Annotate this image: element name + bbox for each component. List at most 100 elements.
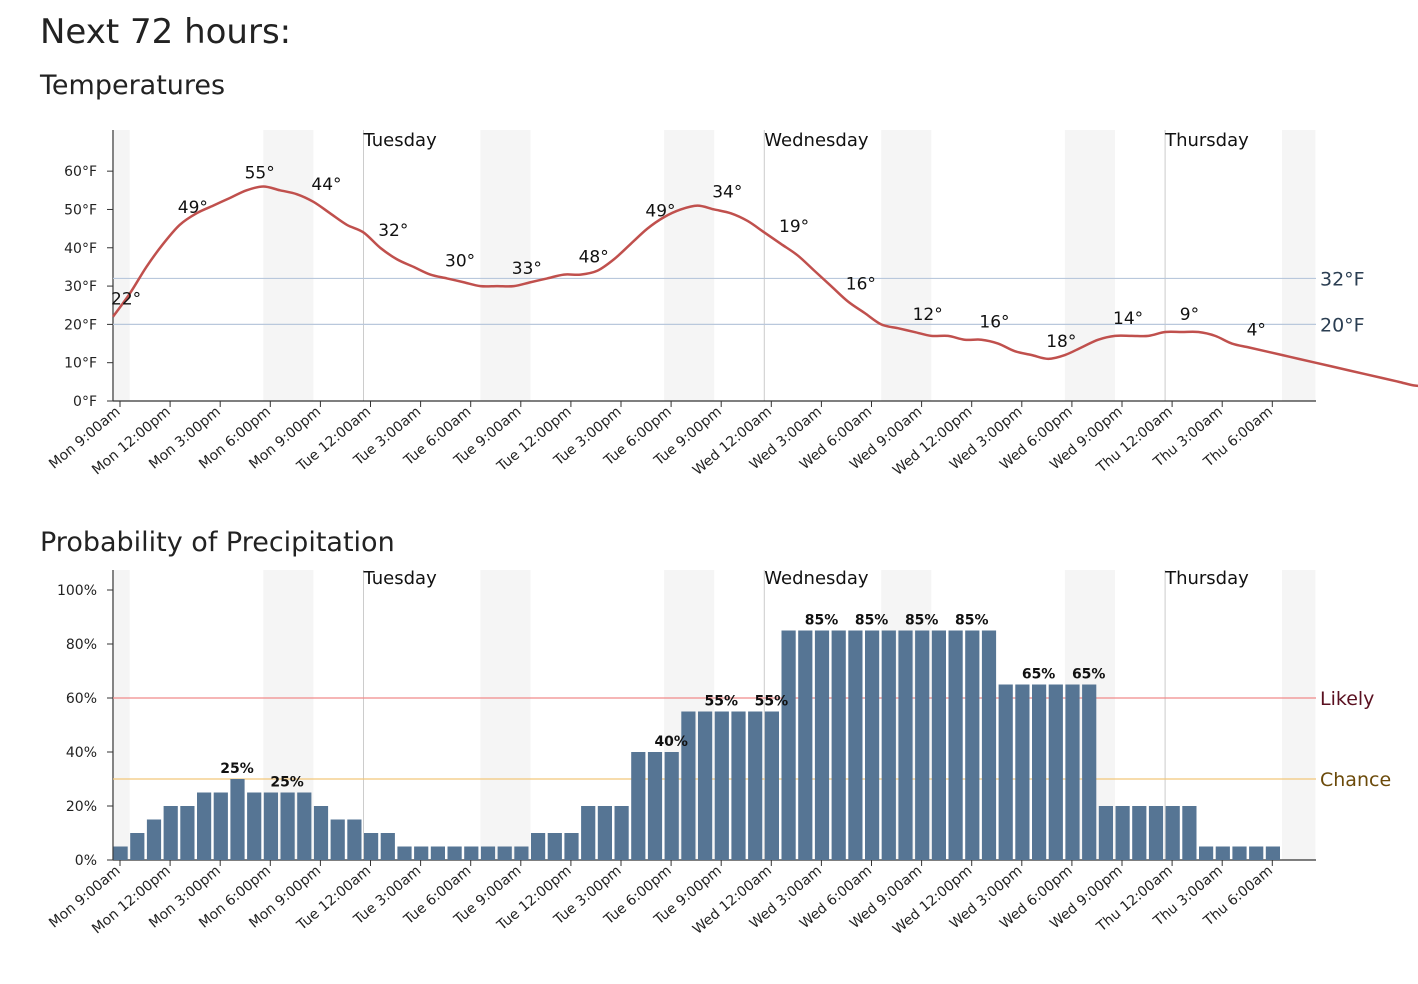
precip-bar bbox=[581, 806, 596, 860]
precip-bar bbox=[814, 630, 830, 860]
precip-bar bbox=[213, 792, 228, 860]
temperature-chart: Tuesday Wednesday Thursday 0°F 10°F 20°F 30°F 4… bbox=[46, 130, 1418, 479]
precip-bar bbox=[1082, 684, 1097, 860]
precip-bar bbox=[865, 630, 880, 860]
precip-bar bbox=[764, 711, 779, 860]
precip-bar bbox=[1032, 684, 1047, 860]
precip-bar bbox=[1232, 846, 1247, 860]
day-label: Thursday bbox=[1164, 570, 1249, 589]
reference-label: Likely bbox=[1320, 688, 1374, 710]
temperature-point-label: 49° bbox=[178, 198, 208, 218]
y-tick-label: 40% bbox=[66, 745, 97, 761]
precip-bar bbox=[714, 711, 729, 860]
precip-bar bbox=[1182, 806, 1197, 860]
precip-bar bbox=[280, 792, 295, 860]
temperature-point-label: 18° bbox=[1046, 332, 1076, 352]
precip-bar bbox=[397, 846, 412, 860]
temperatures-title: Temperatures bbox=[40, 70, 226, 101]
precip-bar bbox=[1165, 806, 1180, 860]
precip-bar bbox=[197, 792, 212, 860]
day-label: Wednesday bbox=[764, 130, 869, 151]
precip-bar bbox=[1065, 684, 1080, 860]
precip-bar-label: 85% bbox=[905, 613, 939, 629]
precip-bar bbox=[564, 833, 579, 860]
precip-bar-label: 55% bbox=[705, 694, 739, 710]
y-tick-label: 50°F bbox=[64, 202, 97, 218]
precip-bar bbox=[1015, 684, 1030, 860]
temperature-point-label: 55° bbox=[245, 163, 275, 183]
precip-bar bbox=[698, 711, 713, 860]
precip-bar bbox=[731, 711, 746, 860]
y-tick-label: 20°F bbox=[64, 317, 97, 333]
precip-bar bbox=[464, 846, 479, 860]
temperature-point-label: 12° bbox=[913, 305, 943, 325]
night-band bbox=[114, 130, 130, 401]
precip-bar bbox=[948, 630, 963, 860]
night-band bbox=[881, 130, 932, 401]
y-tick-label: 10°F bbox=[64, 356, 97, 372]
precip-bar bbox=[915, 630, 930, 860]
temperature-point-label: 44° bbox=[311, 175, 341, 195]
precip-bar bbox=[981, 630, 997, 860]
precip-bar bbox=[831, 630, 846, 860]
precip-bar bbox=[681, 711, 696, 860]
precip-bar bbox=[547, 833, 562, 860]
precip-bar bbox=[1265, 846, 1280, 860]
y-tick-label: 20% bbox=[66, 799, 97, 815]
temperature-point-label: 9° bbox=[1180, 305, 1199, 325]
y-tick-label: 30°F bbox=[64, 279, 97, 295]
day-label: Tuesday bbox=[363, 570, 438, 589]
reference-label: 20°F bbox=[1320, 314, 1365, 336]
precip-bar bbox=[614, 806, 629, 860]
precip-bar bbox=[781, 630, 796, 860]
temperature-point-label: 32° bbox=[378, 221, 408, 241]
precip-bar bbox=[748, 711, 763, 860]
precip-bar-label: 40% bbox=[654, 734, 688, 750]
precip-bar bbox=[380, 833, 395, 860]
temperature-point-label: 19° bbox=[779, 217, 809, 237]
y-tick-label: 60°F bbox=[64, 164, 97, 180]
precip-bar bbox=[347, 819, 362, 860]
temperature-point-label: 16° bbox=[979, 313, 1009, 333]
day-label: Thursday bbox=[1164, 130, 1249, 151]
precip-bar bbox=[597, 806, 612, 860]
night-band bbox=[1282, 570, 1316, 860]
page-title: Next 72 hours: bbox=[40, 12, 292, 52]
precip-bar bbox=[297, 792, 312, 860]
precip-bar bbox=[798, 630, 813, 860]
precip-bar bbox=[497, 846, 512, 860]
night-band bbox=[480, 130, 531, 401]
precip-bar bbox=[430, 846, 445, 860]
precip-bar bbox=[965, 630, 980, 860]
precip-bar bbox=[631, 752, 646, 860]
precip-bar-label: 65% bbox=[1072, 667, 1106, 683]
y-tick-label: 100% bbox=[57, 583, 97, 599]
temperature-point-label: 4° bbox=[1247, 320, 1266, 340]
precip-bar bbox=[514, 846, 529, 860]
precip-bar bbox=[447, 846, 462, 860]
precip-bar bbox=[1098, 806, 1113, 860]
precip-bar-label: 25% bbox=[270, 775, 304, 791]
temperature-point-label: 34° bbox=[712, 182, 742, 202]
precipitation-title: Probability of Precipitation bbox=[40, 527, 395, 558]
precip-bar bbox=[881, 630, 896, 860]
temperature-point-label: 22° bbox=[111, 290, 141, 310]
precip-bar bbox=[146, 819, 162, 860]
night-band bbox=[1064, 130, 1115, 401]
precip-bar-label: 25% bbox=[220, 761, 254, 777]
precip-bar bbox=[113, 846, 128, 860]
precip-bar bbox=[1132, 806, 1147, 860]
night-band bbox=[480, 570, 531, 860]
temperature-point-label: 16° bbox=[846, 274, 876, 294]
precip-bar bbox=[163, 806, 178, 860]
temperature-point-label: 48° bbox=[579, 248, 609, 268]
y-tick-label: 40°F bbox=[64, 241, 97, 257]
night-band bbox=[664, 130, 715, 401]
precip-bar bbox=[263, 792, 278, 860]
temperature-point-label: 14° bbox=[1113, 309, 1143, 329]
precip-bar bbox=[313, 806, 329, 860]
night-band bbox=[114, 570, 130, 860]
y-tick-label: 80% bbox=[66, 637, 97, 653]
y-tick-label: 60% bbox=[66, 691, 97, 707]
precip-bar bbox=[531, 833, 546, 860]
